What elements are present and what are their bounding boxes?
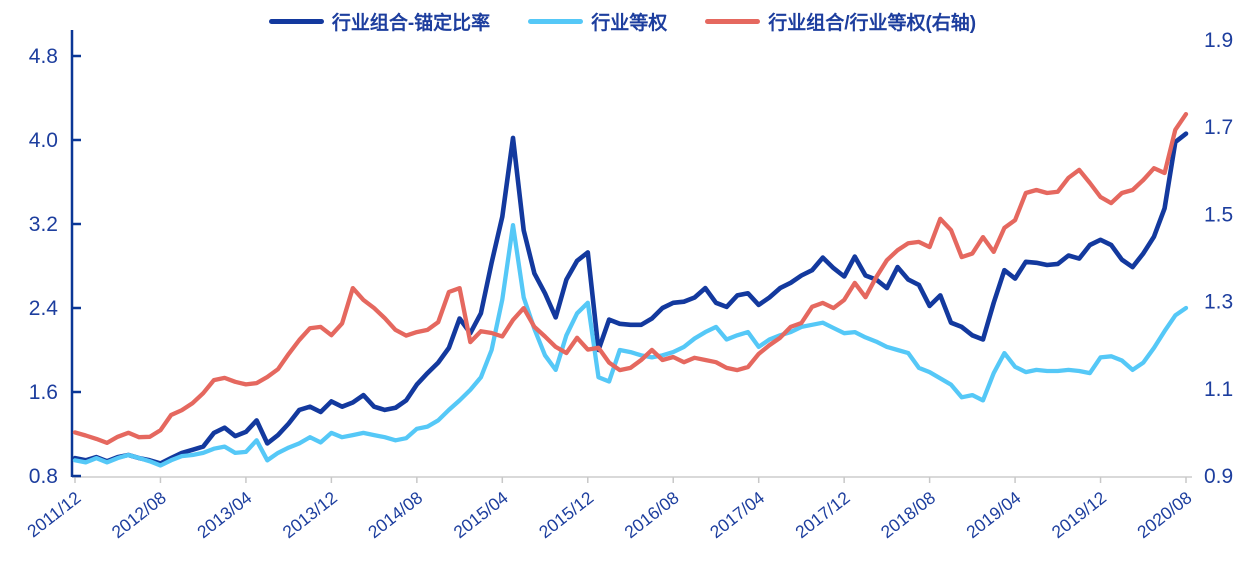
x-axis-tick-label: 2018/08 (877, 487, 939, 542)
legend-swatch-dark-blue-icon (268, 19, 324, 24)
right-axis-tick-label: 0.9 (1204, 465, 1233, 488)
legend-item-anchored-ratio: 行业组合-锚定比率 (268, 8, 491, 35)
x-axis-tick-label: 2013/12 (279, 487, 341, 542)
x-axis-tick-label: 2015/12 (535, 487, 597, 542)
series-line-combo-over-equal-right-axis (72, 111, 1189, 446)
x-axis-tick-label: 2011/12 (23, 487, 84, 541)
series-line-industry-equal-weight (72, 222, 1189, 468)
x-axis-tick-label: 2019/04 (962, 487, 1024, 542)
x-axis-tick-label: 2017/12 (791, 487, 853, 542)
legend-item-ratio-right-axis: 行业组合/行业等权(右轴) (705, 8, 976, 35)
series-line-industry-combo-anchored-ratio (72, 131, 1189, 466)
left-axis-tick-label: 4.8 (29, 45, 58, 68)
right-axis-tick-label: 1.9 (1204, 29, 1233, 52)
x-axis-tick-label: 2014/08 (364, 487, 426, 542)
left-axis-tick-label: 4.0 (29, 129, 58, 152)
legend-swatch-red-icon (705, 19, 761, 24)
right-axis-tick-label: 1.3 (1204, 291, 1233, 314)
right-axis-tick-label: 1.5 (1204, 203, 1233, 226)
legend-label-anchored-ratio: 行业组合-锚定比率 (331, 13, 491, 34)
x-axis-tick-label: 2013/04 (193, 487, 255, 542)
legend-swatch-light-blue-icon (528, 19, 584, 24)
legend-item-equal-weight: 行业等权 (528, 8, 667, 35)
x-axis-tick-label: 2012/08 (108, 487, 170, 542)
x-axis-tick-label: 2020/08 (1133, 487, 1195, 542)
legend-label-equal-weight: 行业等权 (591, 13, 668, 34)
right-axis-tick-label: 1.1 (1204, 378, 1233, 401)
legend-label-ratio-right-axis: 行业组合/行业等权(右轴) (768, 13, 977, 34)
left-axis-tick-label: 2.4 (29, 297, 59, 320)
x-axis-tick-label: 2019/12 (1048, 487, 1110, 542)
x-axis-tick-label: 2017/04 (706, 487, 768, 542)
left-axis-tick-label: 3.2 (29, 213, 58, 236)
left-axis-tick-label: 1.6 (29, 381, 58, 404)
right-axis-tick-label: 1.7 (1204, 116, 1233, 139)
left-axis-tick-label: 0.8 (29, 465, 58, 488)
chart-legend: 行业组合-锚定比率 行业等权 行业组合/行业等权(右轴) (0, 8, 1245, 35)
x-axis-tick-label: 2015/04 (450, 487, 512, 542)
x-axis-tick-label: 2016/08 (621, 487, 683, 542)
